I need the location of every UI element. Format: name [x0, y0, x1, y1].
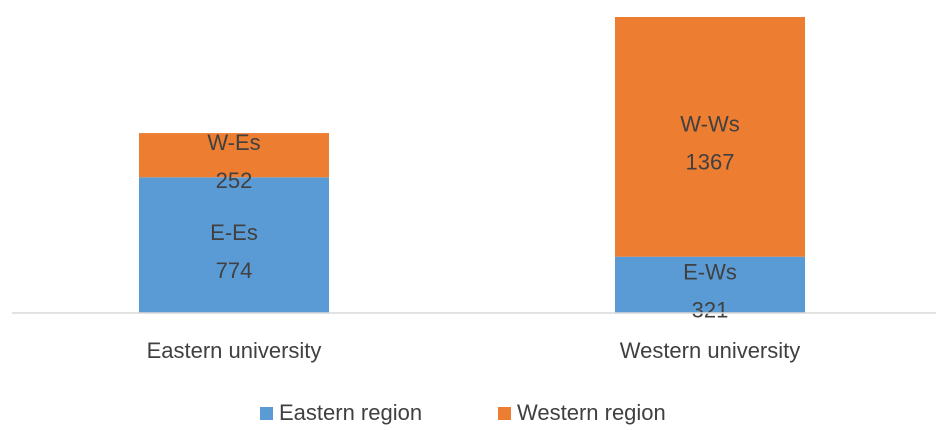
data-label: 774: [216, 258, 253, 283]
segment-name-label: E-Es: [210, 220, 258, 245]
legend-entry-label: Eastern region: [279, 400, 422, 425]
category-tick-label: Eastern university: [147, 338, 322, 363]
bar-segment: [615, 17, 805, 257]
data-label: 252: [216, 168, 253, 193]
category-tick-label: Western university: [620, 338, 801, 363]
bars-group: E-Es 774 W-Es 252 E-Ws 321 W-Ws 1367: [139, 17, 805, 323]
category-labels: Eastern university Western university: [147, 338, 801, 363]
data-label: 321: [692, 298, 729, 323]
legend-swatch: [498, 407, 511, 420]
bar-segment: [139, 133, 329, 178]
segment-name-label: W-Ws: [680, 112, 739, 137]
segment-name-label: W-Es: [207, 130, 260, 155]
segment-name-label: E-Ws: [683, 260, 737, 285]
bar-segment: [615, 256, 805, 313]
legend-swatch: [260, 407, 273, 420]
data-label: 1367: [686, 150, 735, 175]
bar-segment: [139, 177, 329, 313]
legend-entry-label: Western region: [517, 400, 666, 425]
legend: Eastern region Western region: [260, 400, 666, 425]
